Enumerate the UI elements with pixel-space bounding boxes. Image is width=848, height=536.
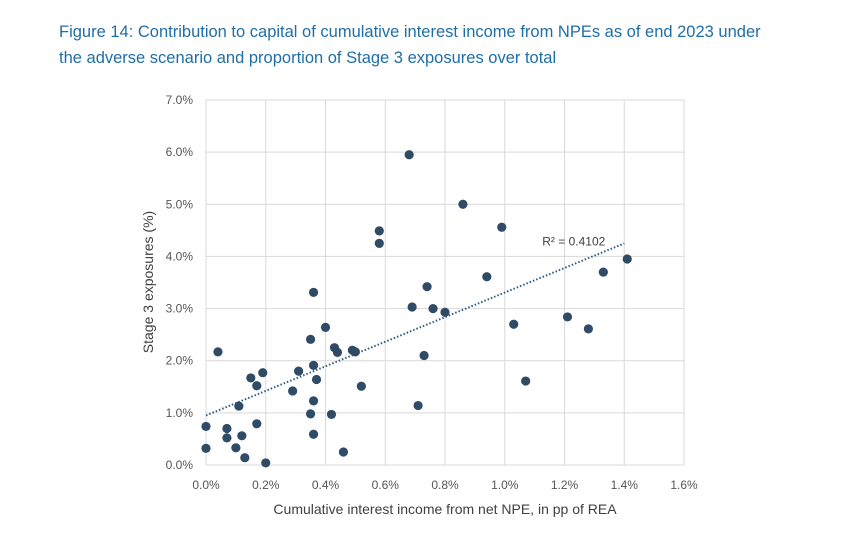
data-point: [305, 334, 316, 344]
data-point: [252, 381, 262, 391]
data-point: [404, 150, 414, 160]
y-axis-ticks: 0.0% 1.0% 2.0% 3.0% 4.0% 5.0% 6.0% 7.0%: [166, 93, 194, 472]
data-point: [407, 302, 417, 312]
x-tick-label: 0.6%: [372, 478, 400, 492]
x-tick-label: 1.4%: [611, 478, 639, 492]
data-point: [201, 421, 211, 432]
data-point: [320, 322, 331, 332]
data-point: [338, 447, 349, 457]
x-tick-label: 0.4%: [312, 478, 340, 492]
chart-grid: [205, 99, 685, 466]
data-point: [305, 409, 316, 419]
trendline: [205, 242, 625, 417]
data-point: [562, 312, 573, 322]
data-point: [308, 396, 319, 406]
data-point: [222, 423, 232, 434]
figure-title-line-2: the adverse scenario and proportion of S…: [59, 49, 557, 67]
data-point: [428, 303, 438, 314]
data-point: [422, 282, 432, 292]
data-point: [521, 376, 531, 386]
y-axis-label: Stage 3 exposures (%): [140, 211, 156, 353]
figure-title: Figure 14: Contribution to capital of cu…: [59, 19, 819, 71]
data-point: [458, 199, 468, 209]
x-tick-label: 0.8%: [431, 478, 459, 492]
y-tick-label: 4.0%: [166, 249, 194, 263]
data-point: [294, 366, 304, 376]
data-point: [583, 324, 594, 334]
x-tick-label: 0.2%: [252, 478, 280, 492]
data-point: [231, 443, 241, 453]
data-point: [440, 307, 450, 317]
data-point: [374, 226, 384, 236]
y-tick-label: 1.0%: [166, 406, 194, 420]
y-tick-label: 5.0%: [166, 197, 194, 211]
data-point: [509, 319, 519, 329]
x-axis-label: Cumulative interest income from net NPE,…: [273, 501, 617, 517]
data-point: [356, 381, 366, 391]
x-tick-label: 1.6%: [670, 478, 698, 492]
data-point: [222, 433, 232, 443]
x-tick-label: 1.2%: [551, 478, 579, 492]
data-point: [237, 431, 247, 441]
data-points: [201, 150, 632, 468]
data-point: [308, 287, 319, 298]
trendline-group: R² = 0.4102: [205, 234, 625, 417]
data-point: [288, 386, 298, 396]
data-point: [497, 222, 507, 232]
y-tick-label: 0.0%: [166, 458, 194, 472]
data-point: [246, 373, 256, 383]
data-point: [308, 429, 319, 439]
data-point: [419, 350, 429, 361]
data-point: [258, 368, 268, 378]
data-point: [252, 419, 262, 429]
data-point: [201, 443, 211, 453]
figure-title-line-1: Figure 14: Contribution to capital of cu…: [59, 23, 761, 41]
x-tick-label: 1.0%: [491, 478, 519, 492]
r-squared-label: R² = 0.4102: [542, 234, 605, 248]
x-tick-label: 0.0%: [192, 478, 220, 492]
data-point: [350, 347, 360, 357]
data-point: [308, 360, 319, 371]
data-point: [622, 254, 632, 264]
data-point: [234, 401, 244, 411]
y-tick-label: 2.0%: [166, 354, 194, 368]
data-point: [326, 409, 337, 420]
data-point: [213, 347, 223, 357]
data-point: [413, 400, 423, 411]
y-tick-label: 3.0%: [166, 302, 194, 316]
data-point: [598, 267, 608, 277]
data-point: [311, 374, 322, 385]
x-axis-ticks: 0.0% 0.2% 0.4% 0.6% 0.8% 1.0% 1.2% 1.4% 1.6%: [192, 478, 698, 492]
data-point: [482, 272, 492, 282]
y-tick-label: 7.0%: [166, 93, 194, 107]
data-point: [240, 453, 250, 463]
data-point: [374, 238, 384, 248]
data-point: [261, 458, 271, 468]
data-point: [332, 347, 343, 357]
y-tick-label: 6.0%: [166, 145, 194, 159]
